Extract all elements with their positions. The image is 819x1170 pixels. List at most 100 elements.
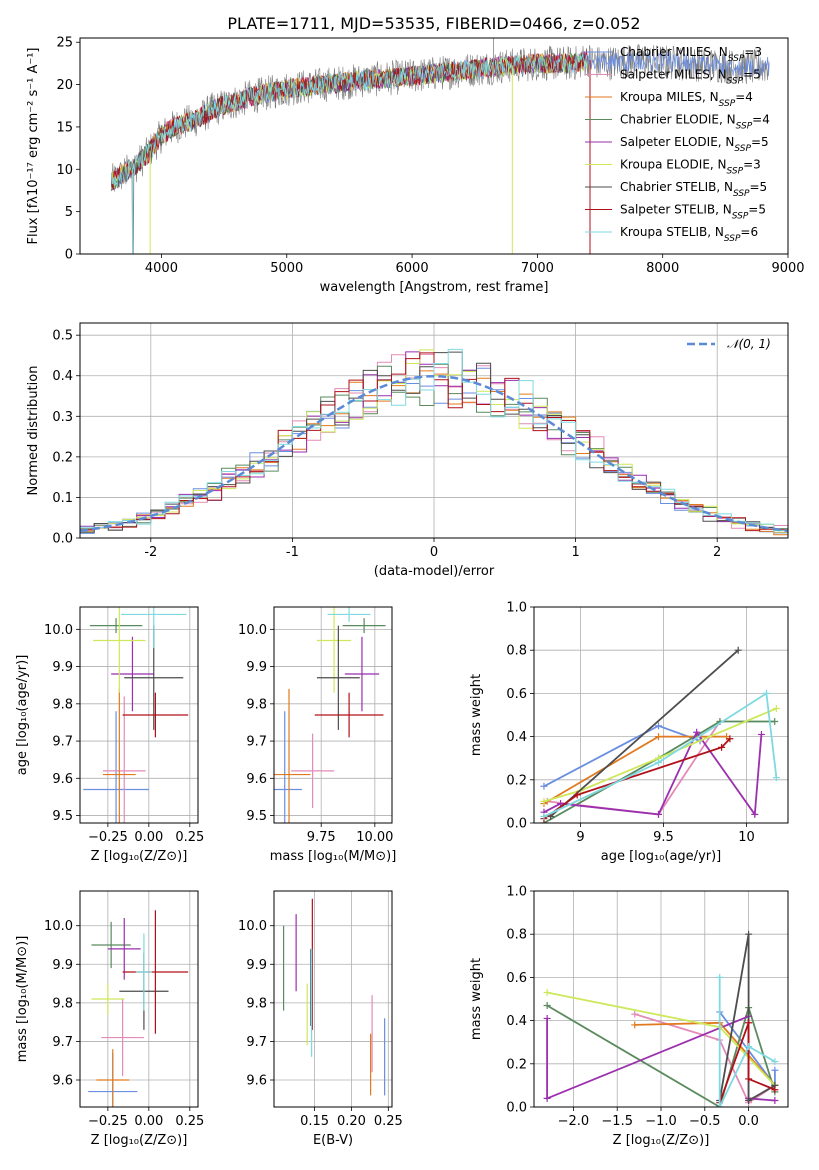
y-tick-label: 0.6 (506, 687, 527, 702)
series-line (550, 649, 739, 818)
x-tick-label: 0 (430, 545, 438, 560)
data-marker (745, 1043, 753, 1051)
data-marker (693, 728, 701, 736)
y-tick-label: 9.7 (246, 1035, 267, 1050)
legend-label: Salpeter MILES, N (620, 68, 727, 82)
legend-subscript: SSP (734, 144, 751, 154)
y-tick-label: 0.6 (506, 971, 527, 986)
y-tick-label: 9.5 (52, 809, 73, 824)
data-marker (655, 810, 663, 818)
legend-count: =5 (751, 135, 769, 149)
series-line (718, 1022, 776, 1104)
y-tick-label: 0.0 (506, 817, 527, 832)
legend-count: =4 (752, 113, 770, 127)
series-line (543, 730, 763, 817)
y-tick-label: 9.6 (246, 1074, 267, 1089)
legend-subscript: SSP (727, 167, 744, 177)
y-tick-label: 0.8 (506, 644, 527, 659)
y-axis-label: Flux [fλ10⁻¹⁷ erg cm⁻² s⁻¹ A⁻¹] (26, 48, 41, 245)
y-axis-label: mass weight (469, 674, 484, 756)
axes-frame (273, 890, 393, 1108)
panel-residual-histogram: -2 -1 0 1 2 0.0 0.1 0.2 0.3 0.4 0.5 (data-model)/er… (26, 322, 789, 579)
y-axis-label: mass weight (469, 958, 484, 1040)
y-tick-label: 20 (56, 78, 73, 93)
x-axis-label: (data-model)/error (374, 564, 495, 579)
data-marker (573, 791, 581, 799)
y-tick-label: 1.0 (506, 885, 527, 900)
x-tick-label: -1 (286, 545, 299, 560)
x-tick-label: 6000 (396, 261, 429, 276)
legend-label: Chabrier MILES, N (620, 45, 728, 59)
legend-label: Kroupa STELIB, N (620, 225, 724, 239)
x-tick-label: -2 (144, 545, 157, 560)
model-spectrum-line (110, 53, 588, 188)
axes-frame (79, 890, 199, 1108)
legend-entry: Kroupa ELODIE, NSSP=3 (620, 158, 761, 177)
panel-age-vs-Z: −0.25 0.00 0.25 9.5 9.6 9.7 9.8 9.9 10.0 Z [log₁₀… (15, 606, 204, 864)
y-tick-label: 10 (56, 163, 73, 178)
legend-subscript: SSP (724, 234, 741, 244)
x-axis-label: age [log₁₀(age/yr)] (601, 849, 722, 864)
data-marker (762, 689, 770, 697)
legend-count: =5 (743, 68, 761, 82)
data-marker (745, 1019, 753, 1027)
y-tick-label: 9.9 (52, 660, 73, 675)
panel-massweight-vs-Z: −2.0 −1.5 −1.0 −0.5 0.0 0.0 0.2 0.4 0.6 0.8 1.0 Z [… (469, 885, 789, 1148)
data-marker (757, 730, 765, 738)
x-tick-label: 5000 (270, 261, 303, 276)
data-marker (745, 1075, 753, 1083)
data-marker (631, 1021, 639, 1029)
data-marker (734, 646, 742, 654)
x-tick-label: 10 (738, 830, 755, 845)
panel-spectrum: 4000 5000 6000 7000 8000 9000 0 5 10 15 20 25 wavele… (26, 14, 805, 295)
legend-count: =6 (740, 225, 758, 239)
data-marker (772, 705, 780, 713)
y-tick-label: 15 (56, 120, 73, 135)
y-tick-label: 9.6 (52, 1074, 73, 1089)
data-marker (631, 1010, 639, 1018)
panel-age-vs-mass: 9.75 10.00 9.5 9.6 9.7 9.8 9.9 10.0 mass [log₁₀(… (238, 606, 396, 864)
legend-label: Kroupa MILES, N (620, 90, 719, 104)
legend-entry: Salpeter ELODIE, NSSP=5 (620, 135, 769, 154)
y-tick-label: 0.3 (52, 410, 73, 425)
legend-subscript: SSP (736, 122, 753, 132)
axes-frame (79, 606, 199, 824)
series-line (543, 738, 731, 820)
y-tick-label: 9.9 (246, 660, 267, 675)
x-axis-label: Z [log₁₀(Z/Z⊙)] (613, 1133, 710, 1148)
y-tick-label: 0.0 (52, 532, 73, 547)
legend-subscript: SSP (732, 212, 749, 222)
data-marker (540, 797, 548, 805)
x-tick-label: −0.5 (689, 1114, 721, 1129)
x-tick-label: 0.00 (134, 830, 163, 845)
y-tick-label: 5 (65, 205, 73, 220)
legend-subscript: SSP (719, 99, 736, 109)
data-marker (771, 1066, 779, 1074)
data-marker (543, 1094, 551, 1102)
chart-title: PLATE=1711, MJD=53535, FIBERID=0466, z=0… (227, 14, 640, 33)
y-tick-label: 0.2 (506, 773, 527, 788)
x-axis-label: Z [log₁₀(Z/Z⊙)] (91, 1133, 188, 1148)
y-tick-label: 0.1 (52, 491, 73, 506)
data-marker (543, 989, 551, 997)
y-tick-label: 0.0 (506, 1101, 527, 1116)
axes-frame (79, 322, 789, 539)
series-line (718, 977, 776, 1107)
y-tick-label: 9.9 (52, 958, 73, 973)
normal-reference-curve (79, 374, 789, 533)
legend-subscript: SSP (733, 189, 750, 199)
y-tick-label: 0.4 (506, 1014, 527, 1029)
y-tick-label: 9.7 (52, 1035, 73, 1050)
legend-subscript: SSP (727, 77, 744, 87)
data-marker (772, 774, 780, 782)
data-marker (718, 743, 726, 751)
data-marker (655, 722, 663, 730)
x-tick-label: 9.75 (307, 830, 336, 845)
legend-entry: Kroupa STELIB, NSSP=6 (620, 225, 758, 244)
y-tick-label: 0.2 (506, 1057, 527, 1072)
data-marker (726, 735, 734, 743)
x-tick-label: 9 (576, 830, 584, 845)
x-tick-label: 0.25 (175, 830, 204, 845)
x-tick-label: 7000 (521, 261, 554, 276)
